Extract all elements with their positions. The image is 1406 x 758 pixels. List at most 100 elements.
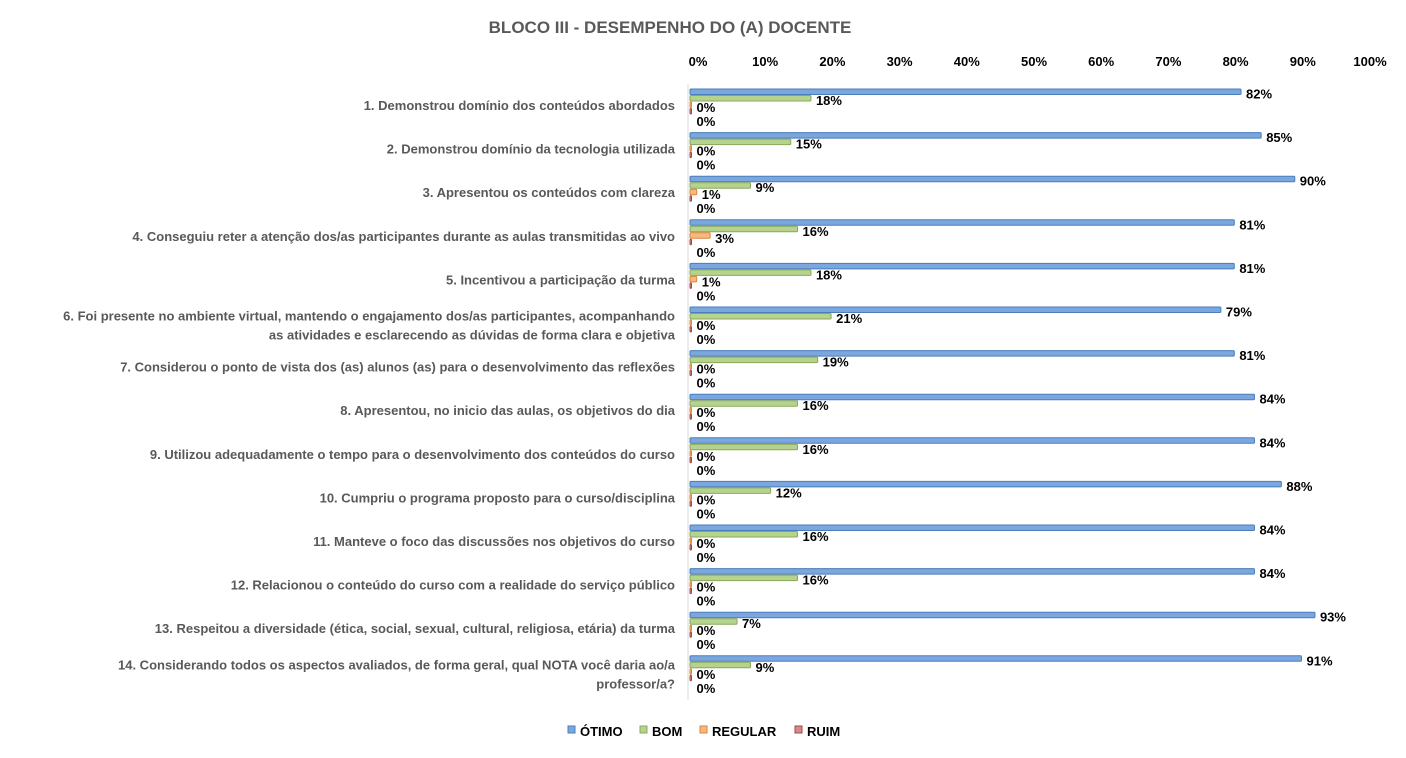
data-label-bom: 16% bbox=[803, 224, 829, 239]
bar-regular bbox=[689, 363, 692, 370]
data-label-regular: 0% bbox=[697, 580, 716, 595]
bar-ruim bbox=[689, 674, 692, 682]
bar-ruim bbox=[689, 587, 692, 595]
category-label: 4. Conseguiu reter a atenção dos/as part… bbox=[132, 229, 675, 244]
bar-ótimo bbox=[689, 480, 1282, 488]
bar-bom bbox=[689, 138, 792, 146]
x-tick-label: 0% bbox=[689, 54, 708, 69]
category-label: 13. Respeitou a diversidade (ética, soci… bbox=[155, 621, 676, 636]
data-label-ótimo: 84% bbox=[1259, 392, 1285, 407]
x-tick-label: 40% bbox=[954, 54, 980, 69]
bar-bom bbox=[689, 95, 812, 102]
data-label-regular: 0% bbox=[697, 449, 716, 464]
bar-bom bbox=[689, 269, 812, 276]
bar-bom bbox=[689, 443, 799, 451]
bar-ruim bbox=[689, 282, 692, 289]
bar-bom bbox=[689, 356, 819, 364]
x-tick-label: 60% bbox=[1088, 54, 1114, 69]
bar-ruim bbox=[689, 544, 692, 551]
legend-swatch bbox=[639, 725, 648, 734]
bar-regular bbox=[689, 232, 711, 239]
data-label-ruim: 0% bbox=[697, 201, 716, 216]
bar-ruim bbox=[689, 413, 692, 420]
data-label-regular: 0% bbox=[697, 623, 716, 638]
bar-ruim bbox=[689, 369, 692, 377]
bar-ótimo bbox=[689, 88, 1242, 95]
legend-swatch bbox=[699, 725, 708, 734]
data-label-regular: 3% bbox=[715, 231, 734, 246]
bar-bom bbox=[689, 574, 799, 582]
bar-regular bbox=[689, 493, 692, 501]
bar-ruim bbox=[689, 456, 692, 464]
data-label-ótimo: 81% bbox=[1239, 348, 1265, 363]
bar-ruim bbox=[689, 195, 692, 202]
bar-bom bbox=[689, 225, 799, 233]
data-label-ruim: 0% bbox=[697, 419, 716, 434]
category-label: 11. Manteve o foco das discussões nos ob… bbox=[313, 534, 675, 549]
data-label-bom: 16% bbox=[803, 442, 829, 457]
bar-regular bbox=[689, 319, 692, 326]
category-label: 7. Considerou o ponto de vista dos (as) … bbox=[120, 360, 675, 375]
data-label-ruim: 0% bbox=[697, 463, 716, 478]
x-tick-label: 70% bbox=[1155, 54, 1181, 69]
bar-ótimo bbox=[689, 393, 1255, 401]
category-label: 6. Foi presente no ambiente virtual, man… bbox=[63, 309, 676, 343]
bar-ótimo bbox=[689, 350, 1235, 357]
bar-bom bbox=[689, 487, 772, 494]
data-label-bom: 18% bbox=[816, 93, 842, 108]
data-label-bom: 9% bbox=[755, 660, 774, 675]
data-label-ótimo: 90% bbox=[1300, 174, 1326, 189]
bar-regular bbox=[689, 450, 692, 457]
bar-ótimo bbox=[689, 568, 1255, 575]
bar-ótimo bbox=[689, 306, 1222, 313]
category-label: 3. Apresentou os conteúdos com clareza bbox=[423, 185, 676, 200]
bar-bom bbox=[689, 313, 832, 320]
bar-bom bbox=[689, 182, 751, 189]
data-label-bom: 16% bbox=[803, 398, 829, 413]
legend-label: BOM bbox=[652, 724, 682, 739]
data-label-ruim: 0% bbox=[697, 245, 716, 260]
bar-ótimo bbox=[689, 175, 1296, 183]
category-label: 12. Relacionou o conteúdo do curso com a… bbox=[231, 578, 675, 593]
bar-regular bbox=[689, 668, 692, 675]
category-label: 5. Incentivou a participação da turma bbox=[446, 272, 676, 287]
bar-regular bbox=[689, 188, 698, 196]
category-label: 14. Considerando todos os aspectos avali… bbox=[118, 657, 676, 691]
data-label-bom: 16% bbox=[803, 573, 829, 588]
bar-ruim bbox=[689, 631, 692, 638]
data-label-regular: 0% bbox=[697, 318, 716, 333]
data-label-bom: 19% bbox=[823, 355, 849, 370]
bar-ótimo bbox=[689, 524, 1255, 531]
data-label-ótimo: 79% bbox=[1226, 305, 1252, 320]
bar-ruim bbox=[689, 238, 692, 246]
x-tick-label: 100% bbox=[1353, 54, 1387, 69]
category-label: 10. Cumpriu o programa proposto para o c… bbox=[320, 490, 676, 505]
bar-regular bbox=[689, 145, 692, 152]
data-label-bom: 18% bbox=[816, 267, 842, 282]
data-label-ruim: 0% bbox=[697, 550, 716, 565]
data-label-regular: 0% bbox=[697, 492, 716, 507]
data-label-regular: 0% bbox=[697, 362, 716, 377]
bar-regular bbox=[689, 275, 698, 283]
data-label-ruim: 0% bbox=[697, 114, 716, 129]
category-label: 1. Demonstrou domínio dos conteúdos abor… bbox=[364, 98, 675, 113]
data-label-regular: 0% bbox=[697, 667, 716, 682]
data-label-regular: 0% bbox=[697, 144, 716, 159]
data-label-ruim: 0% bbox=[697, 158, 716, 173]
data-label-regular: 1% bbox=[702, 274, 721, 289]
legend-swatch bbox=[567, 725, 576, 734]
data-label-bom: 15% bbox=[796, 137, 822, 152]
category-label: 8. Apresentou, no inicio das aulas, os o… bbox=[340, 403, 675, 418]
bar-ótimo bbox=[689, 132, 1262, 139]
legend-label: ÓTIMO bbox=[580, 724, 623, 739]
bar-ótimo bbox=[689, 611, 1316, 619]
data-label-ótimo: 82% bbox=[1246, 87, 1272, 102]
data-label-ruim: 0% bbox=[697, 637, 716, 652]
bar-bom bbox=[689, 618, 738, 625]
bar-regular bbox=[689, 581, 692, 588]
data-label-ruim: 0% bbox=[697, 332, 716, 347]
category-label: 9. Utilizou adequadamente o tempo para o… bbox=[150, 447, 675, 462]
bar-bom bbox=[689, 661, 751, 669]
data-label-ruim: 0% bbox=[697, 376, 716, 391]
data-label-bom: 9% bbox=[755, 180, 774, 195]
